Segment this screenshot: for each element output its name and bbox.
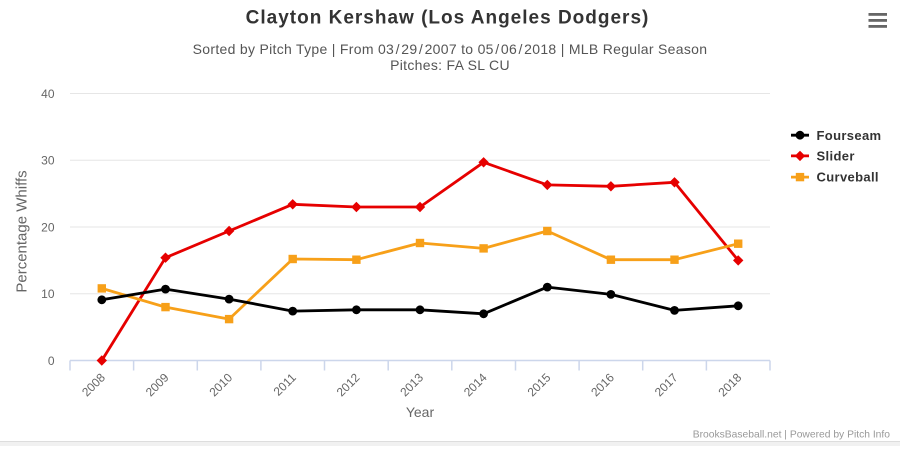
svg-text:Curveball: Curveball [817, 170, 879, 185]
svg-text:Percentage Whiffs: Percentage Whiffs [14, 170, 31, 292]
svg-text:Year: Year [406, 404, 435, 420]
svg-text:Pitches: FA SL CU: Pitches: FA SL CU [390, 57, 510, 73]
svg-text:20: 20 [41, 220, 55, 234]
svg-text:Fourseam: Fourseam [817, 128, 882, 143]
svg-text:Sorted by Pitch Type | From 03: Sorted by Pitch Type | From 03 / 29 / 20… [193, 41, 708, 57]
svg-text:10: 10 [41, 287, 55, 301]
svg-text:0: 0 [48, 354, 55, 368]
svg-text:Slider: Slider [817, 149, 855, 164]
svg-text:30: 30 [41, 154, 55, 168]
svg-text:40: 40 [41, 87, 55, 101]
svg-text:Clayton Kershaw (Los Angeles D: Clayton Kershaw (Los Angeles Dodgers) [246, 7, 650, 28]
svg-text:BrooksBaseball.net | Powered b: BrooksBaseball.net | Powered by Pitch In… [693, 430, 891, 441]
